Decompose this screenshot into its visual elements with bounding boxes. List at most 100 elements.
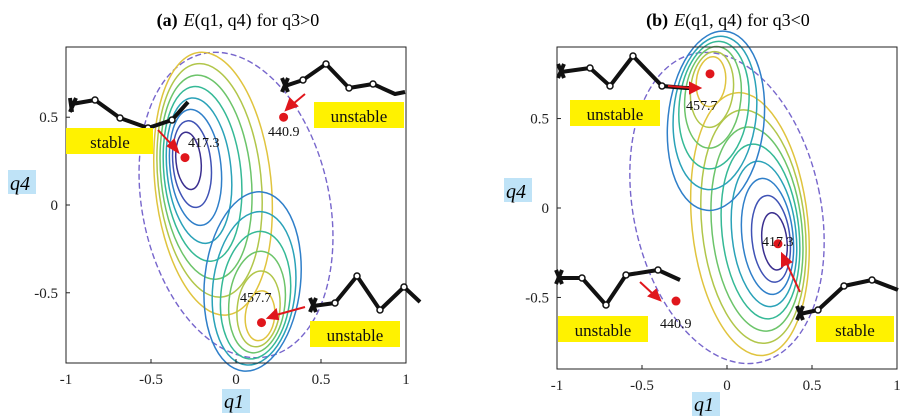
- panel-b-title-cond: for q3<0: [747, 10, 810, 30]
- panel-b-markers: [671, 69, 783, 306]
- panel-b-xlabel-bg: [692, 392, 720, 416]
- panel-b-tag-unstable-top: unstable: [587, 105, 644, 124]
- extremum-marker: [671, 296, 681, 306]
- panel-a-val-3: 457.7: [240, 291, 272, 306]
- panel-a-ticks: -1 -0.5 0 0.5 1 0.5 0 -0.5: [34, 110, 410, 388]
- x-tick-label: -1: [60, 372, 73, 388]
- contour-line: [730, 160, 798, 308]
- panel-b-contours: [629, 30, 825, 365]
- x-tick-label: -0.5: [139, 372, 163, 388]
- panel-b-arm-stable: [795, 276, 899, 321]
- panel-a-ylabel: q4: [10, 173, 30, 195]
- extremum-marker: [257, 318, 266, 328]
- panel-b-arm-unstable-top: [556, 52, 690, 90]
- panel-a-ylabel-text: q4: [10, 173, 30, 195]
- panel-b-val-2: 417.3: [762, 235, 794, 250]
- x-tick-label: 1: [402, 372, 410, 388]
- domain-boundary: [138, 51, 334, 359]
- contour-line: [236, 270, 281, 348]
- panel-a-tag-unstable-top: unstable: [331, 107, 388, 126]
- panel-a-axes-frame: [65, 46, 407, 364]
- contour-line: [162, 85, 243, 263]
- panel-b-title: (b) E(q1, q4) for q3<0: [646, 10, 810, 31]
- panel-a-title-cond: for q3>0: [257, 10, 320, 30]
- panel-b-tag-stable: stable: [835, 321, 875, 340]
- panel-a-ylabel-bg: [8, 170, 36, 194]
- x-tick-label: -1: [551, 378, 564, 394]
- contour-line: [710, 126, 804, 332]
- contour-line: [666, 30, 766, 212]
- panel-b-arrows: [639, 81, 801, 302]
- contour-line: [171, 120, 213, 209]
- contour-line: [760, 211, 789, 271]
- panel-a-title-prefix: (a): [157, 10, 178, 31]
- panel-a-tag-unstable-top-bg: [314, 102, 404, 128]
- contour-line: [174, 131, 203, 191]
- contour-line: [156, 62, 263, 298]
- x-tick-label: 1: [893, 378, 900, 394]
- panel-a-arm-unstable-top: [280, 60, 406, 96]
- panel-a-val-1: 417.3: [188, 136, 220, 151]
- panel-a-arm-unstable-bottom: [308, 272, 422, 314]
- contour-line: [219, 230, 292, 360]
- y-tick-label: 0: [542, 201, 550, 217]
- contour-line: [159, 74, 253, 280]
- contour-line: [227, 250, 287, 354]
- panel-b-ticks: -1 -0.5 0 0.5 1 0.5 0 -0.5: [525, 112, 900, 394]
- y-tick-label: -0.5: [525, 290, 549, 306]
- contour-line: [740, 177, 795, 296]
- panel-a-tag-stable: stable: [90, 133, 130, 152]
- panel-b-arm-unstable-bottom: [554, 266, 681, 309]
- contour-line: [695, 55, 727, 108]
- panel-a-xlabel-bg: [222, 389, 250, 413]
- panel-a-tag-unstable-bottom: unstable: [327, 326, 384, 345]
- panel-a-xlabel-text: q1: [224, 391, 244, 413]
- panel-a-tag-unstable-bottom-bg: [310, 321, 400, 347]
- x-tick-label: 0.5: [312, 372, 331, 388]
- panel-a-title-func: E: [183, 10, 195, 30]
- panel-b: (b) E(q1, q4) for q3<0 -1 -0.5 0 0.5 1 0.5 0 -0.5: [504, 10, 900, 416]
- panel-a-title: (a) E(q1, q4) for q3>0: [157, 10, 320, 31]
- contour-line: [700, 109, 807, 345]
- contour-line: [168, 108, 223, 227]
- extremum-marker: [705, 69, 715, 79]
- panel-b-xlabel-text: q1: [694, 394, 714, 416]
- panel-b-ylabel-bg: [504, 178, 532, 202]
- panel-b-title-prefix: (b): [646, 10, 668, 31]
- contour-line: [152, 51, 274, 316]
- contour-line: [750, 194, 792, 283]
- panel-b-tag-unstable-top-bg: [570, 100, 660, 126]
- contour-line: [678, 40, 750, 170]
- contour-line: [165, 97, 233, 245]
- panel-b-tag-unstable-bottom-bg: [558, 316, 648, 342]
- x-tick-label: -0.5: [630, 378, 654, 394]
- panel-a-markers: [180, 112, 289, 328]
- contour-line: [203, 191, 302, 372]
- panel-a-val-2: 440.9: [268, 125, 300, 140]
- x-tick-label: 0.5: [803, 378, 822, 394]
- panel-a-title-vars: (q1, q4): [195, 10, 252, 31]
- panel-b-ylabel: q4: [506, 181, 526, 203]
- contour-line: [689, 91, 811, 357]
- y-tick-label: 0.5: [39, 110, 58, 126]
- x-tick-label: 0: [232, 372, 240, 388]
- panel-b-title-func: E: [673, 10, 685, 30]
- panel-a-xlabel: q1: [224, 391, 244, 413]
- y-tick-label: 0: [51, 198, 59, 214]
- panel-a-tag-stable-bg: [66, 128, 153, 154]
- panel-b-title-vars: (q1, q4): [685, 10, 742, 31]
- panel-a: (a) E(q1, q4) for q3>0 -1 -0.5 0 0.5 1 0.5 0 -0.5: [8, 10, 422, 413]
- extremum-marker: [180, 153, 190, 163]
- panel-a-contours: [138, 51, 334, 372]
- contour-line: [672, 35, 758, 191]
- panel-b-ylabel-text: q4: [506, 181, 526, 203]
- panel-a-arrows: [157, 93, 306, 321]
- extremum-marker: [773, 239, 783, 249]
- panel-b-tag-stable-bg: [816, 316, 894, 342]
- panel-b-xlabel: q1: [694, 394, 714, 416]
- y-tick-label: -0.5: [34, 286, 58, 302]
- panel-b-val-3: 440.9: [660, 317, 692, 332]
- contour-line: [211, 210, 297, 366]
- x-tick-label: 0: [723, 378, 731, 394]
